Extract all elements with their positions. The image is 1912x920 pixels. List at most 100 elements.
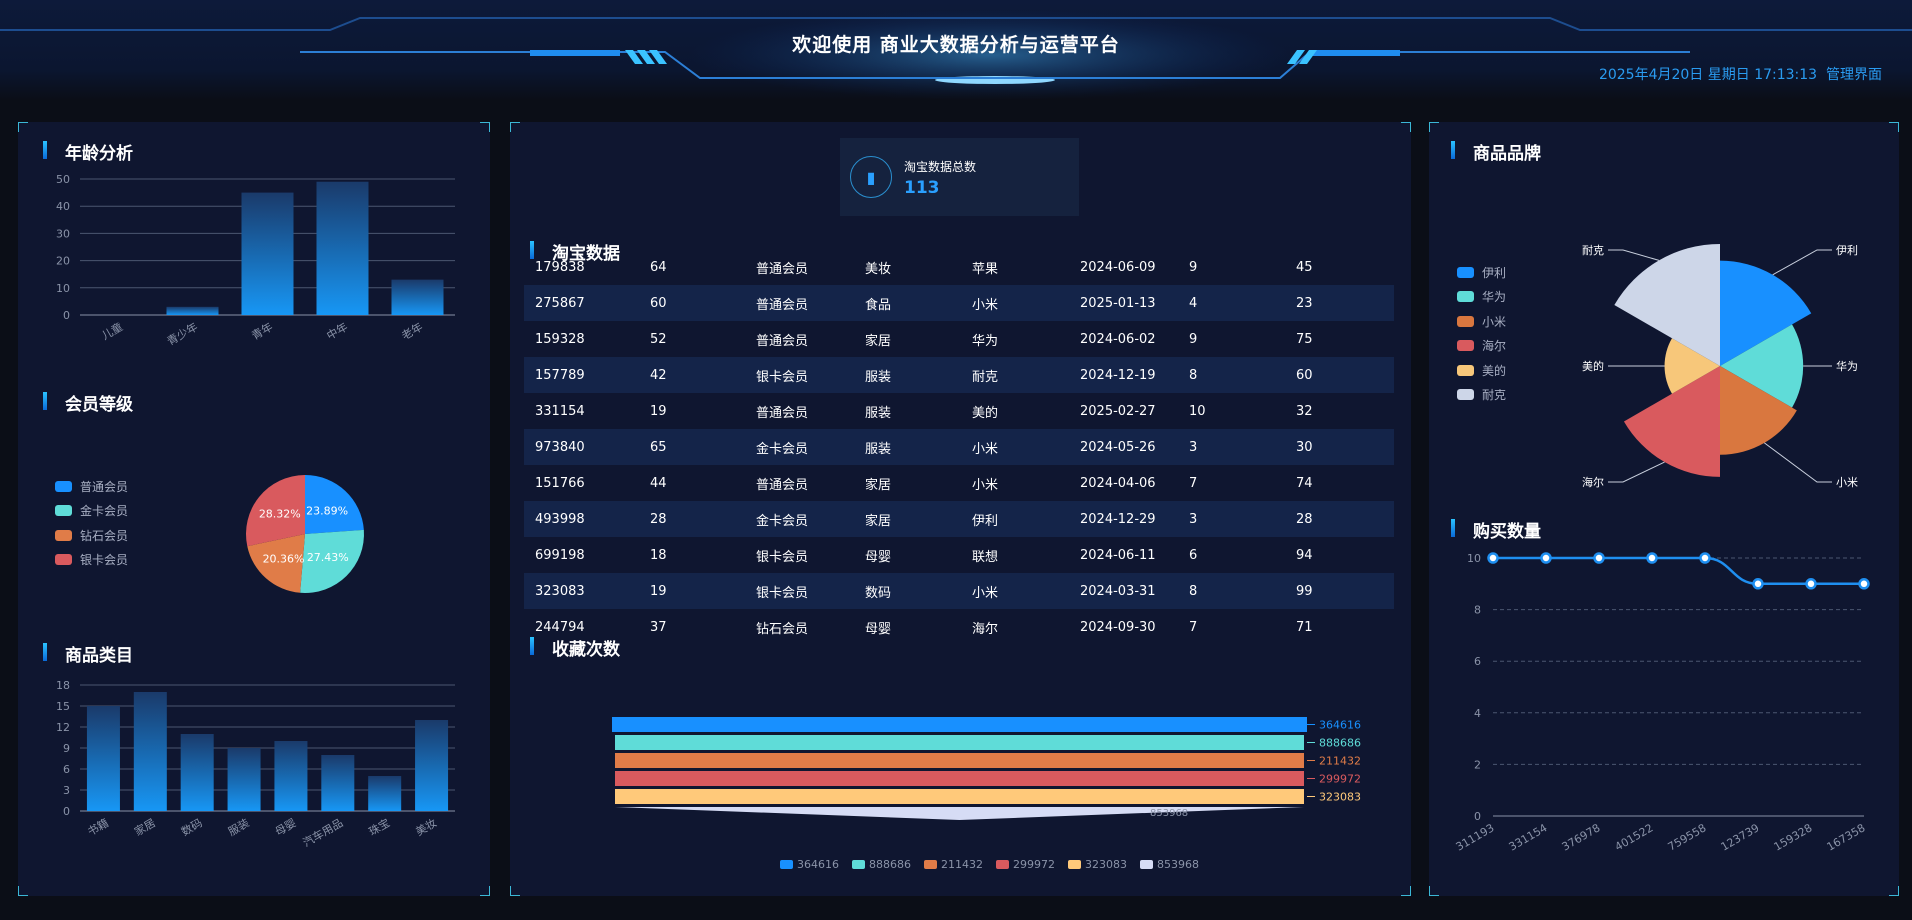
table-row[interactable]: 331154 19 普通会员 服装 美的 2025-02-27 10 32 — [524, 393, 1394, 429]
table-row[interactable]: 323083 19 银卡会员 数码 小米 2024-03-31 8 99 — [524, 573, 1394, 609]
rose-slice — [1720, 260, 1812, 366]
table-cell: 2024-06-11 — [1080, 547, 1156, 563]
funnel-layer — [615, 807, 1304, 820]
table-cell: 服装 — [865, 405, 892, 421]
header-right: 2025年4月20日 星期日 17:13:13 管理界面 — [1599, 64, 1882, 84]
table-cell: 数码 — [865, 585, 892, 601]
datetime: 2025年4月20日 星期日 17:13:13 — [1598, 67, 1818, 83]
bar — [133, 692, 167, 811]
table-cell: 2025-01-13 — [1080, 295, 1156, 311]
table-row[interactable]: 973840 65 金卡会员 服装 小米 2024-05-26 3 30 — [524, 429, 1394, 465]
funnel-label: 888686 — [1319, 737, 1361, 750]
table-cell: 普通会员 — [756, 261, 809, 277]
legend-item[interactable]: 金卡会员 — [55, 499, 128, 524]
header-decoration — [0, 10, 1912, 100]
pie-label: 20.36% — [263, 552, 305, 565]
legend-swatch — [55, 480, 72, 492]
table-cell: 耐克 — [972, 369, 999, 385]
table-cell: 服装 — [865, 441, 892, 457]
table-row[interactable]: 159328 52 普通会员 家居 华为 2024-06-02 9 75 — [524, 321, 1394, 357]
table-cell: 2025-02-27 — [1080, 403, 1156, 419]
x-tick-label: 376978 — [1560, 821, 1603, 853]
table-cell: 金卡会员 — [756, 513, 809, 529]
table-cell: 联想 — [972, 549, 999, 565]
legend-item[interactable]: 海尔 — [1457, 334, 1506, 359]
table-cell: 94 — [1296, 547, 1313, 563]
legend-item[interactable]: 华为 — [1457, 285, 1506, 310]
table-cell: 母婴 — [865, 549, 892, 565]
x-tick-label: 123739 — [1719, 821, 1762, 853]
bar — [227, 748, 261, 811]
legend-swatch — [1457, 389, 1474, 401]
legend-item[interactable]: 小米 — [1457, 309, 1506, 334]
legend-item[interactable]: 耐克 — [1457, 383, 1506, 408]
building-icon: ▮ — [850, 156, 892, 198]
member-title: 会员等级 — [43, 390, 133, 415]
table-cell: 19 — [650, 583, 667, 599]
rose-label-line — [1764, 442, 1832, 483]
rose-label: 海尔 — [1582, 475, 1604, 489]
bar — [274, 741, 308, 811]
purchase-line-chart: 0 2 4 6 8 10 311193 331154 376978 401522 759558 123… — [1454, 552, 1870, 854]
header-banner: 欢迎使用 商业大数据分析与运营平台 2025年4月20日 星期日 17:13:1… — [0, 0, 1912, 100]
bar — [391, 279, 444, 315]
legend-swatch — [55, 505, 72, 517]
y-tick-label: 40 — [56, 200, 70, 213]
x-tick-label: 311193 — [1454, 821, 1497, 853]
table-cell: 64 — [650, 259, 667, 275]
legend-item[interactable]: 美的 — [1457, 358, 1506, 383]
legend-swatch — [852, 860, 865, 869]
legend-label: 金卡会员 — [80, 504, 129, 519]
funnel-label: 211432 — [1319, 755, 1361, 768]
data-point — [1805, 578, 1817, 590]
pie-slice — [247, 534, 305, 593]
table-row[interactable]: 493998 28 金卡会员 家居 伊利 2024-12-29 3 28 — [524, 501, 1394, 537]
legend-label: 海尔 — [1482, 339, 1507, 354]
table-cell: 7 — [1189, 619, 1198, 635]
table-cell: 伊利 — [972, 513, 999, 529]
legend-item[interactable]: 钻石会员 — [55, 523, 128, 548]
table-row[interactable]: 699198 18 银卡会员 母婴 联想 2024-06-11 6 94 — [524, 537, 1394, 573]
y-tick-label: 50 — [56, 173, 70, 186]
table-row[interactable]: 179838 64 普通会员 美妆 苹果 2024-06-09 9 45 — [524, 249, 1394, 285]
age-bar-chart: 0 10 20 30 40 50 儿童 青少年 青年 中年 老年 — [56, 173, 455, 348]
funnel-label: 299972 — [1319, 773, 1361, 786]
table-row[interactable]: 157789 42 银卡会员 服装 耐克 2024-12-19 8 60 — [524, 357, 1394, 393]
table-cell: 食品 — [865, 297, 892, 313]
table-cell: 母婴 — [865, 621, 892, 637]
brand-legend: 伊利华为小米海尔美的 耐克 — [1457, 260, 1506, 407]
pie-slice — [300, 529, 364, 593]
y-tick-label: 15 — [56, 700, 70, 713]
table-cell: 30 — [1296, 439, 1313, 455]
funnel-layer — [615, 753, 1304, 768]
table-cell: 275867 — [535, 295, 585, 311]
legend-item[interactable]: 银卡会员 — [55, 548, 128, 573]
x-tick-label: 珠宝 — [366, 815, 392, 838]
legend-label: 华为 — [1482, 290, 1507, 305]
rose-label: 小米 — [1836, 476, 1858, 489]
x-tick-label: 167358 — [1825, 821, 1868, 853]
bar — [241, 192, 294, 315]
x-tick-label: 服装 — [226, 816, 252, 838]
x-tick-label: 759558 — [1666, 821, 1709, 853]
table-cell: 331154 — [535, 403, 585, 419]
table-row[interactable]: 151766 44 普通会员 家居 小米 2024-04-06 7 74 — [524, 465, 1394, 501]
table-cell: 普通会员 — [756, 297, 809, 313]
category-title: 商品类目 — [43, 641, 133, 666]
legend-item[interactable]: 伊利 — [1457, 260, 1506, 285]
table-cell: 8 — [1189, 583, 1198, 599]
table-cell: 74 — [1296, 475, 1313, 491]
table-cell: 71 — [1296, 619, 1313, 635]
admin-link[interactable]: 管理界面 — [1826, 67, 1882, 83]
pie-label: 23.89% — [306, 504, 348, 517]
y-tick-label: 0 — [63, 805, 70, 818]
series-line — [1493, 556, 1864, 586]
table-row[interactable]: 275867 60 普通会员 食品 小米 2025-01-13 4 23 — [524, 285, 1394, 321]
data-point — [1540, 552, 1552, 564]
rose-slice — [1623, 366, 1720, 477]
legend-label: 323083 — [1085, 858, 1127, 871]
x-tick-label: 159328 — [1772, 821, 1815, 853]
table-row[interactable]: 244794 37 钻石会员 母婴 海尔 2024-09-30 7 71 — [524, 609, 1394, 645]
legend-item[interactable]: 普通会员 — [55, 474, 128, 499]
x-tick-label: 青年 — [249, 319, 275, 342]
